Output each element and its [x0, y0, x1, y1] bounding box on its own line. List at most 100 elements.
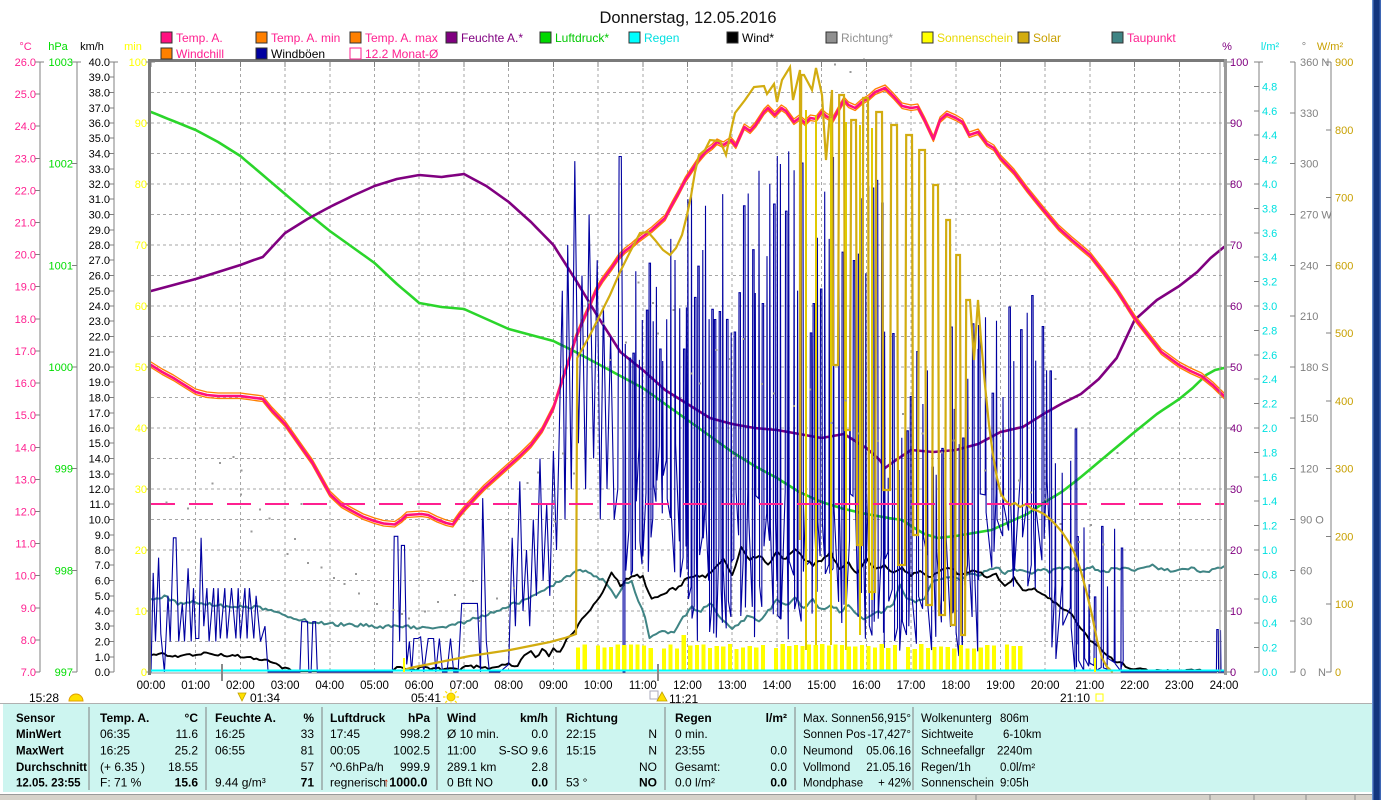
- svg-text:330: 330: [1300, 108, 1318, 120]
- svg-text:20: 20: [135, 545, 147, 557]
- svg-text:00:05: 00:05: [330, 744, 360, 758]
- svg-text:4.0: 4.0: [95, 606, 110, 618]
- svg-text:4.0: 4.0: [1262, 179, 1277, 191]
- svg-text:19.0: 19.0: [15, 282, 36, 294]
- svg-text:10:00: 10:00: [584, 680, 613, 692]
- svg-text:0: 0: [141, 667, 147, 679]
- svg-text:210: 210: [1300, 311, 1318, 323]
- svg-text:Richtung: Richtung: [566, 711, 618, 725]
- svg-text:3.6: 3.6: [1262, 228, 1277, 240]
- svg-text:31.0: 31.0: [89, 194, 110, 206]
- svg-text:09:00: 09:00: [539, 680, 568, 692]
- svg-text:900: 900: [1335, 57, 1353, 69]
- svg-text:22:00: 22:00: [1120, 680, 1149, 692]
- svg-text:N: N: [648, 727, 657, 741]
- svg-text:53 °: 53 °: [566, 776, 588, 790]
- svg-text:Temp. A. max: Temp. A. max: [365, 31, 438, 45]
- svg-text:19:00: 19:00: [986, 680, 1015, 692]
- svg-text:10.0: 10.0: [15, 571, 36, 583]
- svg-text:25.0: 25.0: [89, 286, 110, 298]
- svg-text:hPa: hPa: [408, 711, 430, 725]
- svg-text:05:41: 05:41: [411, 691, 441, 705]
- svg-text:Sensor: Sensor: [16, 713, 56, 725]
- svg-text:F: 71 %: F: 71 %: [100, 776, 142, 790]
- svg-text:29.0: 29.0: [89, 225, 110, 237]
- svg-text:2.8: 2.8: [1262, 325, 1277, 337]
- svg-text:Luftdruck*: Luftdruck*: [555, 31, 609, 45]
- svg-text:Mondphase: Mondphase: [803, 778, 863, 790]
- svg-text:0.0l/m²: 0.0l/m²: [1000, 762, 1035, 774]
- svg-text:300: 300: [1335, 464, 1353, 476]
- svg-text:12.05. 23:55: 12.05. 23:55: [16, 778, 81, 790]
- svg-text:17.0: 17.0: [89, 408, 110, 420]
- svg-text:km/h: km/h: [80, 41, 104, 53]
- svg-text:14.0: 14.0: [15, 442, 36, 454]
- svg-text:4.6: 4.6: [1262, 106, 1277, 118]
- svg-text:2.0: 2.0: [95, 637, 110, 649]
- svg-text:2.0: 2.0: [1262, 423, 1277, 435]
- svg-text:30: 30: [1230, 484, 1242, 496]
- svg-text:2.6: 2.6: [1262, 350, 1277, 362]
- svg-text:1.6: 1.6: [1262, 472, 1277, 484]
- svg-text:999: 999: [55, 464, 73, 476]
- svg-text:9.44 g/m³: 9.44 g/m³: [215, 776, 266, 790]
- svg-text:11.0: 11.0: [15, 539, 36, 551]
- svg-text:W/m²: W/m²: [1317, 41, 1344, 53]
- svg-text:N: N: [1318, 667, 1326, 679]
- svg-text:06:35: 06:35: [100, 727, 130, 741]
- svg-text:Sichtweite: Sichtweite: [921, 729, 973, 741]
- svg-text:Vollmond: Vollmond: [803, 762, 850, 774]
- svg-text:30: 30: [1300, 616, 1312, 628]
- svg-text:02:00: 02:00: [226, 680, 255, 692]
- svg-text:2.4: 2.4: [1262, 374, 1277, 386]
- svg-text:(+ 6.35 ): (+ 6.35 ): [100, 760, 145, 774]
- svg-text:5.0: 5.0: [95, 591, 110, 603]
- svg-text:01:34: 01:34: [250, 691, 280, 705]
- svg-text:10: 10: [135, 606, 147, 618]
- svg-text:1.2: 1.2: [1262, 521, 1277, 533]
- svg-text:289.1 km: 289.1 km: [447, 760, 496, 774]
- svg-text:3.2: 3.2: [1262, 277, 1277, 289]
- svg-text:%: %: [303, 711, 314, 725]
- svg-text:Gesamt:: Gesamt:: [675, 760, 720, 774]
- svg-text:MinWert: MinWert: [16, 729, 61, 741]
- svg-text:26.0: 26.0: [89, 271, 110, 283]
- svg-text:°: °: [1302, 41, 1306, 53]
- svg-text:8.0: 8.0: [21, 635, 36, 647]
- svg-text:40.0: 40.0: [89, 57, 110, 69]
- svg-text:80: 80: [135, 179, 147, 191]
- svg-text:16:00: 16:00: [852, 680, 881, 692]
- svg-text:999.9: 999.9: [400, 760, 430, 774]
- svg-text:100: 100: [1230, 57, 1248, 69]
- svg-text:7.0: 7.0: [95, 560, 110, 572]
- svg-text:Temp. A. min: Temp. A. min: [271, 31, 340, 45]
- svg-text:0.0: 0.0: [770, 760, 787, 774]
- svg-text:min: min: [124, 41, 142, 53]
- svg-text:0 min.: 0 min.: [675, 727, 708, 741]
- svg-text:04:00: 04:00: [315, 680, 344, 692]
- svg-text:Schneefallgr: Schneefallgr: [921, 746, 985, 758]
- svg-text:Regen: Regen: [675, 711, 712, 725]
- svg-text:19.0: 19.0: [89, 377, 110, 389]
- svg-text:regnerisch: regnerisch: [330, 776, 386, 790]
- svg-text:0 Bft NO: 0 Bft NO: [447, 776, 493, 790]
- svg-text:08:00: 08:00: [494, 680, 523, 692]
- svg-text:14:00: 14:00: [763, 680, 792, 692]
- svg-text:35.0: 35.0: [89, 133, 110, 145]
- svg-text:60: 60: [135, 301, 147, 313]
- svg-text:15.0: 15.0: [89, 438, 110, 450]
- svg-text:120: 120: [1300, 464, 1318, 476]
- svg-text:21.0: 21.0: [89, 347, 110, 359]
- svg-text:3.0: 3.0: [1262, 301, 1277, 313]
- svg-text:22:15: 22:15: [566, 727, 596, 741]
- svg-text:17.0: 17.0: [15, 346, 36, 358]
- svg-text:Neumond: Neumond: [803, 746, 853, 758]
- svg-text:15:15: 15:15: [566, 744, 596, 758]
- svg-text:Windchill: Windchill: [176, 47, 224, 61]
- svg-text:18.0: 18.0: [89, 393, 110, 405]
- svg-text:240: 240: [1300, 260, 1318, 272]
- svg-text:25.2: 25.2: [175, 744, 199, 758]
- svg-text:50: 50: [1230, 362, 1242, 374]
- svg-text:0.0 l/m²: 0.0 l/m²: [675, 776, 715, 790]
- svg-text:0: 0: [1300, 667, 1306, 679]
